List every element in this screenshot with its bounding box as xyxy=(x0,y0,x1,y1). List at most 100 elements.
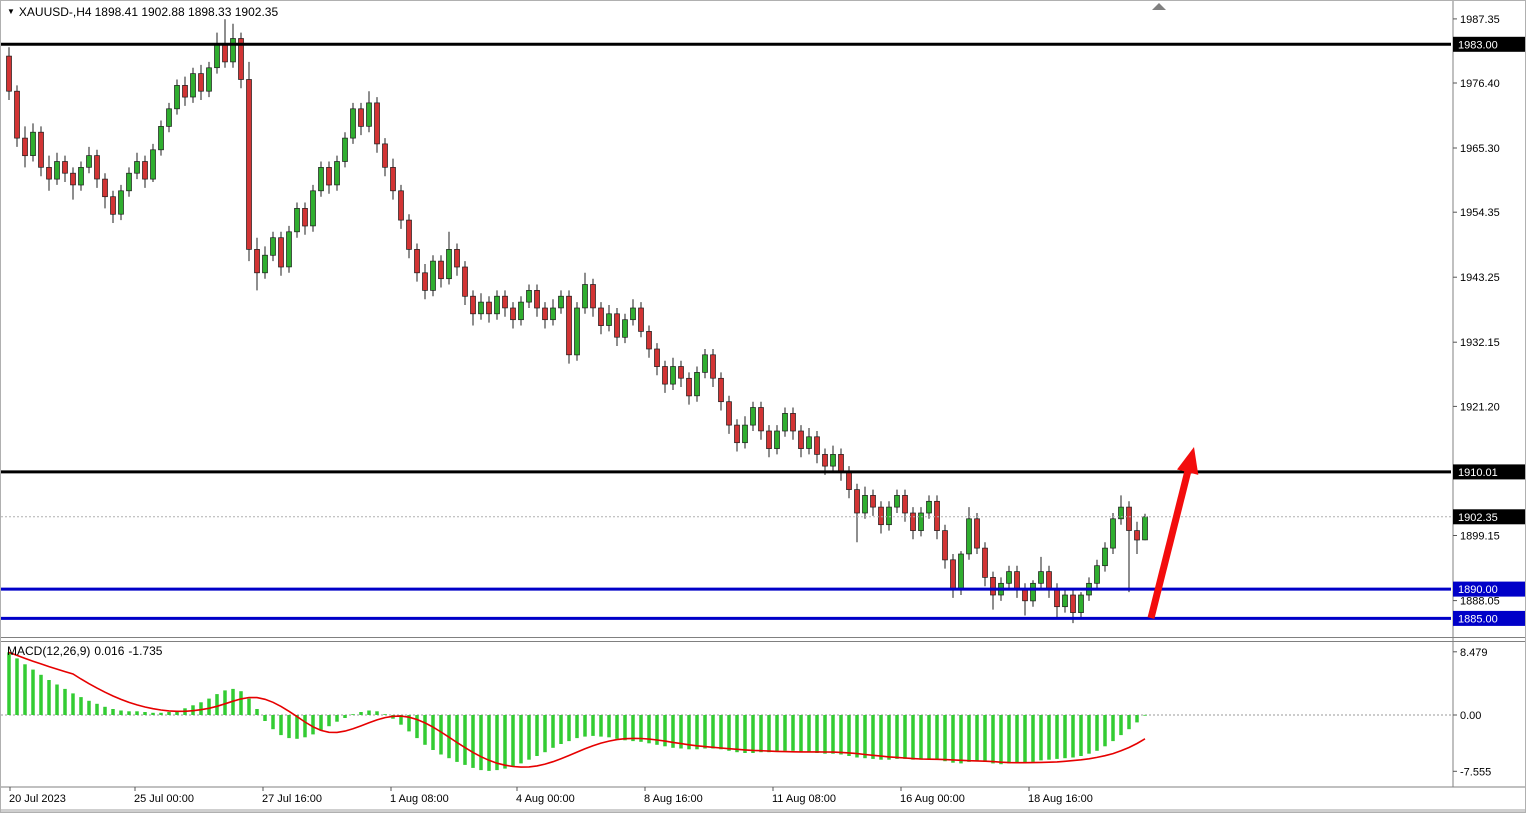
macd-histogram-bar xyxy=(551,715,555,748)
macd-histogram-bar xyxy=(503,715,507,769)
candle-body xyxy=(486,301,492,315)
macd-histogram-bar xyxy=(663,715,667,747)
macd-histogram-bar xyxy=(575,715,579,739)
candle-body xyxy=(230,38,236,63)
macd-histogram-bar xyxy=(759,715,763,753)
candle-body xyxy=(1054,588,1060,608)
candle-body xyxy=(862,495,868,514)
candle-body xyxy=(774,430,780,449)
candle-body xyxy=(630,307,636,321)
macd-histogram-bar xyxy=(511,715,515,767)
candle-body xyxy=(414,249,420,274)
scroll-position-marker-icon[interactable] xyxy=(1152,3,1166,10)
candle-body xyxy=(94,155,100,180)
macd-histogram-bar xyxy=(303,715,307,738)
macd-histogram-bar xyxy=(1063,715,1067,759)
macd-main-value: 0.016 xyxy=(94,644,125,658)
time-axis-label: 11 Aug 08:00 xyxy=(772,793,836,805)
candle-body xyxy=(142,161,148,180)
ohlc-values: 1898.41 1902.88 1898.33 1902.35 xyxy=(94,5,279,19)
price-axis-label: 1888.05 xyxy=(1460,596,1500,608)
macd-histogram-bar xyxy=(599,715,603,737)
macd-histogram-bar xyxy=(223,690,227,715)
macd-histogram-bar xyxy=(199,702,203,715)
candle-body xyxy=(494,295,500,315)
macd-histogram-bar xyxy=(687,715,691,750)
candle-body xyxy=(702,354,708,373)
candle-body xyxy=(918,512,924,531)
macd-histogram-bar xyxy=(87,700,91,715)
macd-histogram-bar xyxy=(79,697,83,715)
macd-histogram-bar xyxy=(927,715,931,759)
candle-body xyxy=(366,102,372,127)
macd-histogram-bar xyxy=(247,698,251,715)
macd-histogram-bar xyxy=(935,715,939,760)
macd-histogram-bar xyxy=(895,715,899,759)
trend-arrow-head[interactable] xyxy=(1177,447,1199,475)
candle-body xyxy=(118,190,124,215)
candle-body xyxy=(830,454,836,467)
candle-body xyxy=(590,284,596,309)
candle-body xyxy=(38,131,44,168)
candle-body xyxy=(1078,594,1084,613)
macd-histogram-bar xyxy=(479,715,483,771)
price-marker-box xyxy=(1453,610,1525,626)
macd-histogram-bar xyxy=(879,715,883,760)
candle-body xyxy=(854,489,860,514)
candle-body xyxy=(334,161,340,186)
horizontal-scrollbar[interactable] xyxy=(1,809,1526,813)
macd-histogram-bar xyxy=(279,715,283,736)
candle-body xyxy=(430,260,436,291)
candle-body xyxy=(1118,506,1124,520)
macd-histogram-bar xyxy=(975,715,979,762)
macd-histogram-bar xyxy=(839,715,843,755)
candle-body xyxy=(710,354,716,379)
price-marker-label: 1890.00 xyxy=(1458,584,1498,596)
macd-histogram-bar xyxy=(135,711,139,715)
candle-body xyxy=(438,260,444,280)
macd-histogram-bar xyxy=(63,688,67,715)
macd-histogram-bar xyxy=(799,715,803,752)
candle-body xyxy=(190,73,196,98)
macd-histogram-bar xyxy=(655,715,659,745)
macd-histogram-bar xyxy=(943,715,947,762)
candle-body xyxy=(1094,565,1100,584)
candle-body xyxy=(1006,571,1012,584)
macd-histogram-bar xyxy=(567,715,571,742)
macd-histogram-bar xyxy=(631,715,635,742)
macd-histogram-bar xyxy=(327,715,331,727)
candle-body xyxy=(350,108,356,139)
macd-histogram-bar xyxy=(647,715,651,744)
candle-body xyxy=(398,190,404,221)
price-axis-label: 1987.35 xyxy=(1460,14,1500,26)
candle-body xyxy=(1126,506,1132,531)
candle-body xyxy=(222,43,228,63)
price-axis-label: 1954.35 xyxy=(1460,207,1500,219)
candle-body xyxy=(542,307,548,321)
macd-histogram-bar xyxy=(1055,715,1059,759)
candle-body xyxy=(182,85,188,98)
candle-body xyxy=(374,102,380,145)
time-axis-label: 16 Aug 00:00 xyxy=(900,793,965,805)
trend-arrow-shaft[interactable] xyxy=(1147,465,1193,619)
macd-histogram-bar xyxy=(855,715,859,758)
macd-histogram-bar xyxy=(127,711,131,715)
macd-histogram-bar xyxy=(743,715,747,753)
macd-histogram-bar xyxy=(463,715,467,765)
symbol-dropdown-icon[interactable]: ▼ xyxy=(7,7,15,16)
candle-body xyxy=(166,108,172,127)
macd-histogram-bar xyxy=(1143,714,1147,716)
candle-body xyxy=(582,284,588,309)
candle-body xyxy=(822,454,828,467)
candle-body xyxy=(1070,594,1076,613)
macd-histogram-bar xyxy=(1119,715,1123,736)
macd-histogram-bar xyxy=(335,715,339,722)
macd-histogram-bar xyxy=(255,709,259,715)
symbol-ohlc-header: ▼ XAUUSD-,H4 1898.41 1902.88 1898.33 1902.… xyxy=(7,5,281,19)
macd-histogram-bar xyxy=(887,715,891,760)
candle-body xyxy=(422,272,428,291)
candle-body xyxy=(910,512,916,531)
macd-histogram-bar xyxy=(535,715,539,756)
